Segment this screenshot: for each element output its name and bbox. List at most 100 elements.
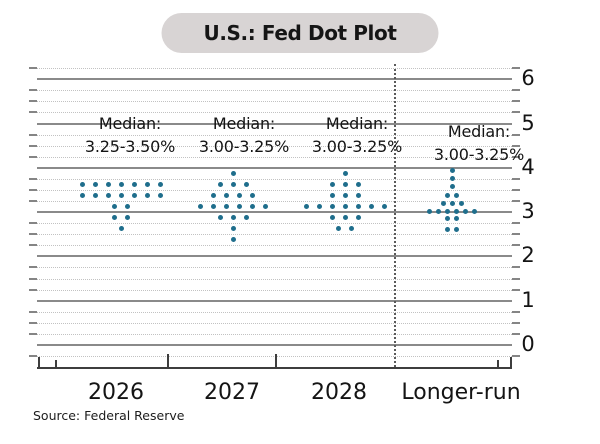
projection-dot	[230, 215, 236, 221]
y-axis-minor-tick-left	[29, 200, 37, 203]
gridline-major	[37, 344, 512, 346]
projection-dot	[211, 204, 216, 210]
projection-dot	[342, 204, 348, 210]
projection-dot	[449, 184, 455, 190]
projection-dot	[112, 204, 117, 210]
median-label: Median:	[98, 114, 162, 133]
projection-dot	[224, 204, 229, 210]
y-axis-minor-tick-right	[512, 332, 520, 335]
projection-dot	[355, 192, 361, 198]
projection-dot	[92, 181, 98, 187]
gridline-major	[37, 255, 512, 258]
projection-dot	[112, 215, 117, 221]
projection-dot	[237, 204, 242, 210]
y-axis-label: 4	[521, 154, 535, 179]
y-axis-minor-tick-right	[512, 177, 520, 180]
y-axis-minor-tick-right	[512, 266, 520, 269]
projection-dot	[445, 208, 450, 214]
gridline-minor	[37, 68, 512, 70]
y-axis-minor-tick-right	[512, 100, 520, 103]
y-axis-minor-tick-right	[512, 222, 520, 225]
y-axis-minor-tick-right	[512, 144, 520, 147]
y-axis-minor-tick-right	[512, 244, 520, 247]
gridline-minor	[37, 145, 512, 147]
y-axis-minor-tick-left	[29, 89, 37, 92]
projection-dot	[458, 200, 464, 206]
y-axis-minor-tick-left	[29, 133, 37, 136]
projection-dot	[243, 181, 249, 187]
projection-dot	[105, 181, 111, 187]
x-axis-tick	[497, 360, 499, 369]
y-axis-minor-tick-right	[512, 67, 520, 70]
projection-dot	[131, 192, 137, 198]
projection-dot	[355, 181, 361, 187]
projection-dot	[250, 192, 255, 198]
gridline-minor	[37, 322, 512, 324]
projection-dot	[342, 181, 348, 187]
y-axis-minor-tick-left	[29, 288, 37, 291]
gridline-major	[37, 211, 512, 214]
projection-dot	[118, 181, 124, 187]
y-axis-minor-tick-left	[29, 177, 37, 180]
projection-dot	[144, 192, 150, 198]
projection-dot	[263, 204, 268, 210]
projection-dot	[445, 216, 450, 222]
projection-dot	[230, 226, 236, 232]
projection-dot	[118, 192, 124, 198]
y-axis-minor-tick-left	[29, 188, 37, 191]
y-axis-minor-tick-left	[29, 233, 37, 236]
gridline-minor	[37, 234, 512, 236]
y-axis-minor-tick-right	[512, 188, 520, 191]
y-axis-label: 3	[521, 199, 535, 224]
projection-dot	[449, 168, 455, 174]
projection-dot	[316, 204, 322, 210]
gridline-minor	[37, 223, 512, 225]
gridline-minor	[37, 311, 512, 313]
gridline-minor	[37, 245, 512, 247]
projection-dot	[472, 208, 477, 214]
median-value: 3.00-3.25%	[198, 137, 290, 156]
median-value: 3.00-3.25%	[311, 137, 403, 156]
projection-dot	[449, 176, 455, 182]
y-axis-minor-tick-right	[512, 321, 520, 324]
projection-dot	[329, 204, 335, 210]
gridline-minor	[37, 278, 512, 280]
y-axis-minor-tick-right	[512, 133, 520, 136]
y-axis-minor-tick-right	[512, 200, 520, 203]
x-axis-tick	[510, 357, 512, 369]
y-axis-minor-tick-right	[512, 111, 520, 114]
projection-dot	[454, 216, 459, 222]
projection-dot	[237, 192, 242, 198]
y-axis-minor-tick-right	[512, 288, 520, 291]
gridline-minor	[37, 90, 512, 92]
gridline-major	[37, 122, 512, 125]
y-axis-minor-tick-left	[29, 67, 37, 70]
projection-dot	[230, 170, 236, 176]
column-separator	[394, 64, 396, 367]
x-axis-tick	[38, 357, 40, 369]
projection-dot	[224, 192, 229, 198]
projection-dot	[336, 226, 341, 232]
gridline-minor	[37, 178, 512, 180]
projection-dot	[355, 215, 361, 221]
projection-dot	[329, 192, 335, 198]
projection-dot	[217, 181, 223, 187]
y-axis-label: 5	[521, 110, 535, 135]
y-axis-minor-tick-left	[29, 355, 37, 358]
x-axis-line	[37, 367, 512, 369]
projection-dot	[454, 192, 459, 198]
projection-dot	[211, 192, 216, 198]
median-value: 3.25-3.50%	[84, 137, 176, 156]
projection-dot	[157, 192, 163, 198]
y-axis-minor-tick-left	[29, 144, 37, 147]
projection-dot	[157, 181, 163, 187]
y-axis-minor-tick-left	[29, 155, 37, 158]
x-axis-label: 2027	[204, 380, 260, 405]
y-axis-minor-tick-right	[512, 310, 520, 313]
projection-dot	[463, 208, 468, 214]
projection-dot	[368, 204, 374, 210]
gridline-major	[37, 78, 512, 81]
median-label: Median:	[325, 114, 389, 133]
projection-dot	[454, 227, 459, 233]
